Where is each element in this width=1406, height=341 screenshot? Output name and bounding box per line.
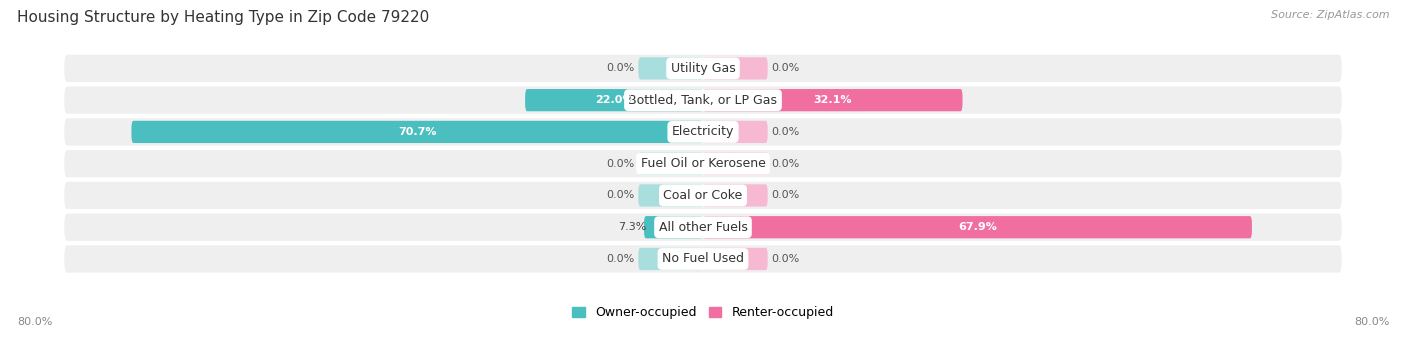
- FancyBboxPatch shape: [638, 152, 703, 175]
- Text: 22.0%: 22.0%: [595, 95, 633, 105]
- FancyBboxPatch shape: [65, 118, 1341, 146]
- Text: Coal or Coke: Coal or Coke: [664, 189, 742, 202]
- Legend: Owner-occupied, Renter-occupied: Owner-occupied, Renter-occupied: [568, 301, 838, 324]
- FancyBboxPatch shape: [65, 150, 1341, 177]
- Text: Electricity: Electricity: [672, 125, 734, 138]
- Text: 0.0%: 0.0%: [772, 254, 800, 264]
- Text: 0.0%: 0.0%: [606, 254, 634, 264]
- FancyBboxPatch shape: [65, 245, 1341, 273]
- FancyBboxPatch shape: [65, 87, 1341, 114]
- Text: 0.0%: 0.0%: [772, 159, 800, 169]
- Text: 0.0%: 0.0%: [772, 190, 800, 201]
- FancyBboxPatch shape: [703, 57, 768, 79]
- Text: 0.0%: 0.0%: [772, 63, 800, 73]
- Text: Utility Gas: Utility Gas: [671, 62, 735, 75]
- Text: 0.0%: 0.0%: [606, 63, 634, 73]
- Text: 0.0%: 0.0%: [772, 127, 800, 137]
- FancyBboxPatch shape: [703, 89, 963, 111]
- Text: No Fuel Used: No Fuel Used: [662, 252, 744, 266]
- Text: Fuel Oil or Kerosene: Fuel Oil or Kerosene: [641, 157, 765, 170]
- Text: 80.0%: 80.0%: [17, 317, 52, 327]
- FancyBboxPatch shape: [644, 216, 703, 238]
- FancyBboxPatch shape: [703, 184, 768, 207]
- FancyBboxPatch shape: [703, 216, 1251, 238]
- FancyBboxPatch shape: [703, 121, 768, 143]
- FancyBboxPatch shape: [131, 121, 703, 143]
- Text: 67.9%: 67.9%: [957, 222, 997, 232]
- Text: 70.7%: 70.7%: [398, 127, 436, 137]
- Text: Housing Structure by Heating Type in Zip Code 79220: Housing Structure by Heating Type in Zip…: [17, 10, 429, 25]
- FancyBboxPatch shape: [703, 152, 768, 175]
- Text: 32.1%: 32.1%: [814, 95, 852, 105]
- FancyBboxPatch shape: [638, 248, 703, 270]
- Text: Source: ZipAtlas.com: Source: ZipAtlas.com: [1271, 10, 1389, 20]
- FancyBboxPatch shape: [65, 55, 1341, 82]
- Text: Bottled, Tank, or LP Gas: Bottled, Tank, or LP Gas: [628, 94, 778, 107]
- FancyBboxPatch shape: [65, 213, 1341, 241]
- Text: 0.0%: 0.0%: [606, 159, 634, 169]
- Text: 0.0%: 0.0%: [606, 190, 634, 201]
- FancyBboxPatch shape: [638, 184, 703, 207]
- Text: All other Fuels: All other Fuels: [658, 221, 748, 234]
- FancyBboxPatch shape: [65, 182, 1341, 209]
- FancyBboxPatch shape: [703, 248, 768, 270]
- FancyBboxPatch shape: [638, 57, 703, 79]
- FancyBboxPatch shape: [526, 89, 703, 111]
- Text: 7.3%: 7.3%: [617, 222, 645, 232]
- Text: 80.0%: 80.0%: [1354, 317, 1389, 327]
